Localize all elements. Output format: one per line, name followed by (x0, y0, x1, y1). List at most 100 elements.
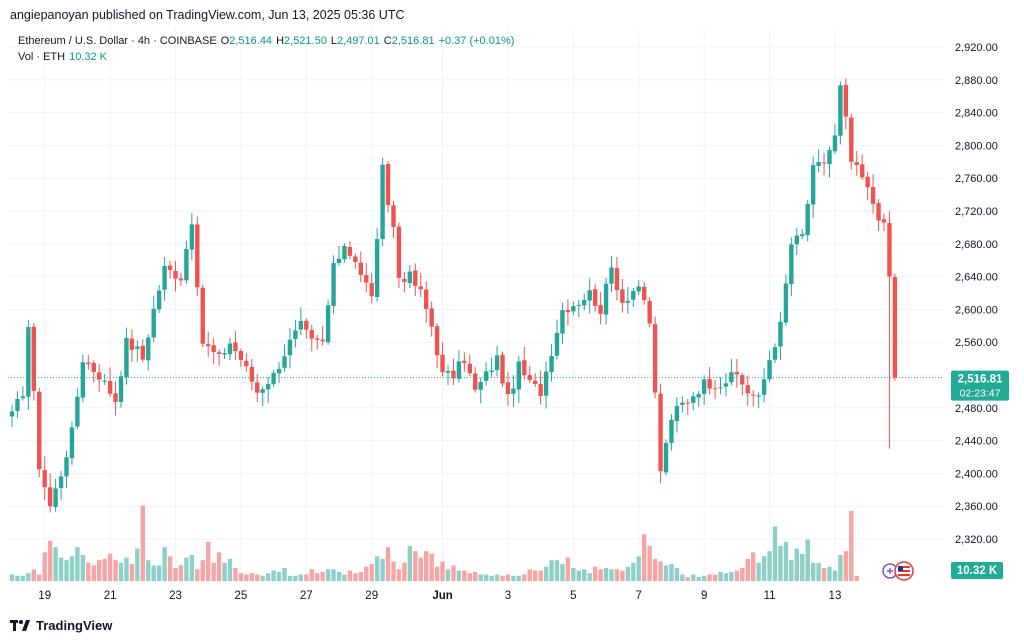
candle (533, 373, 538, 387)
volume-bar (609, 569, 614, 581)
candlesticks[interactable] (9, 78, 898, 513)
candle-body (15, 398, 20, 411)
volume-bar (533, 570, 538, 581)
candle (358, 251, 363, 283)
volume-bar (91, 565, 96, 581)
volume-bar (347, 570, 353, 581)
candle (680, 396, 685, 413)
candle-body (20, 396, 26, 399)
footer-brand[interactable]: TradingView (10, 618, 112, 633)
volume-bar (729, 571, 734, 581)
volume-bar (124, 557, 129, 581)
candle-body (413, 270, 418, 286)
y-tick-label: 2,920.00 (955, 42, 998, 54)
x-tick-label: 25 (235, 590, 248, 602)
volume-bar (304, 574, 309, 581)
candle-body (800, 234, 805, 237)
volume-bar (467, 573, 472, 581)
candle-body (424, 289, 429, 309)
volume-label[interactable]: Vol · ETH (18, 51, 66, 63)
candle (587, 277, 592, 314)
volume-bar (167, 556, 173, 581)
high-value: 2,521.50 (284, 35, 327, 47)
candle-body (358, 262, 363, 276)
volume-bar (265, 573, 271, 581)
candle-body (440, 354, 445, 373)
candle-body (293, 330, 298, 339)
candle (669, 414, 674, 451)
candle (304, 318, 309, 339)
time-axis[interactable]: 19 21 23 25 27 29 Jun 3 5 7 9 11 13 (38, 590, 841, 602)
candle (407, 265, 413, 289)
candle-body (642, 286, 647, 301)
event-flags[interactable] (882, 561, 914, 581)
volume-bar (582, 569, 587, 581)
candle-body (135, 346, 140, 349)
volume-bar (271, 570, 276, 581)
candle-body (701, 379, 707, 394)
candle-body (609, 267, 614, 284)
volume-bar (391, 561, 396, 581)
volume-bar (211, 562, 216, 581)
candle-body (456, 361, 462, 379)
volume-bar (358, 571, 363, 581)
volume-bar (592, 566, 598, 581)
candle-body (429, 308, 434, 327)
candle-body (434, 326, 440, 356)
candle (135, 340, 140, 362)
candle-body (870, 187, 876, 205)
candle (320, 326, 325, 346)
high-label: H (276, 35, 285, 47)
volume-bar (543, 566, 549, 581)
volume-bar (783, 542, 789, 581)
volume-bar (156, 565, 162, 581)
candle-body (97, 372, 102, 380)
volume-bar (151, 565, 156, 581)
candle (97, 364, 102, 392)
candle (483, 362, 489, 386)
candle-body (271, 372, 276, 384)
price-axis[interactable]: 2,920.00 2,880.00 2,840.00 2,800.00 2,760.00… (955, 42, 998, 546)
volume-bar (740, 568, 745, 581)
footer-brand-text: TradingView (36, 618, 113, 633)
candle-body (500, 354, 505, 384)
volume-bar (331, 569, 336, 581)
volume-bar (625, 566, 631, 581)
candle-body (107, 381, 113, 394)
tradingview-logo-icon (10, 619, 30, 633)
volume-bar (369, 564, 374, 581)
candle-body (86, 362, 91, 365)
candle (227, 337, 233, 361)
candle-body (887, 223, 892, 277)
volume-bar (37, 574, 42, 581)
candle-body (554, 333, 560, 356)
candle (838, 81, 843, 145)
symbol-description[interactable]: Ethereum / U.S. Dollar · 4h · COINBASE (18, 35, 217, 47)
x-tick-label: 21 (104, 590, 117, 602)
candle (843, 78, 849, 130)
candle (238, 348, 244, 368)
candle (342, 243, 347, 263)
candle (271, 369, 276, 387)
candle (849, 113, 854, 170)
candle-body (91, 362, 96, 373)
candle-body (761, 379, 767, 395)
candle-body (652, 324, 658, 393)
candle-body (740, 375, 745, 385)
volume-bar (707, 574, 712, 581)
y-tick-label: 2,680.00 (955, 239, 998, 251)
volume-bar (598, 569, 603, 581)
candle (674, 397, 680, 433)
candle (778, 312, 783, 360)
candle-body (598, 305, 603, 314)
candle (636, 280, 641, 295)
volume-bar (680, 574, 685, 581)
x-tick-label: 13 (829, 590, 842, 602)
candle-body (118, 376, 124, 402)
candle (473, 367, 478, 393)
candle-body (680, 402, 685, 405)
candle (434, 323, 440, 369)
candle (494, 346, 500, 377)
price-chart[interactable]: 2,920.00 2,880.00 2,840.00 2,800.00 2,760.00… (0, 28, 1024, 610)
candle-body (255, 382, 260, 393)
